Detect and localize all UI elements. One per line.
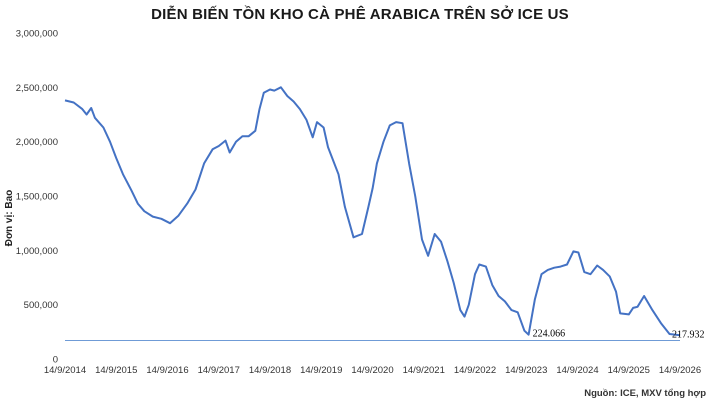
x-tick-label: 14/9/2023 <box>505 365 547 376</box>
y-axis-ticks: 3,000,000 2,500,000 2,000,000 1,500,000 1,00… <box>16 29 58 366</box>
x-tick-label: 14/9/2022 <box>454 365 496 376</box>
x-tick-label: 14/9/2016 <box>146 365 188 376</box>
x-axis-ticks: 14/9/2014 14/9/2015 14/9/2016 14/9/2017 14/9… <box>44 365 701 376</box>
y-tick-label: 0 <box>53 355 58 366</box>
y-tick-label: 2,500,000 <box>16 83 58 94</box>
y-tick-label: 2,000,000 <box>16 137 58 148</box>
x-tick-label: 14/9/2017 <box>198 365 240 376</box>
x-tick-label: 14/9/2021 <box>403 365 445 376</box>
source-note: Nguồn: ICE, MXV tổng hợp <box>584 388 706 399</box>
y-tick-label: 3,000,000 <box>16 29 58 40</box>
chart-title: DIỄN BIẾN TỒN KHO CÀ PHÊ ARABICA TRÊN SỞ… <box>151 6 569 23</box>
x-tick-label: 14/9/2014 <box>44 365 86 376</box>
y-axis-label: Đơn vị: Bao <box>4 190 15 247</box>
x-tick-label: 14/9/2024 <box>556 365 598 376</box>
x-tick-label: 14/9/2019 <box>300 365 342 376</box>
x-tick-label: 14/9/2018 <box>249 365 291 376</box>
y-tick-label: 1,000,000 <box>16 246 58 257</box>
y-tick-label: 1,500,000 <box>16 192 58 203</box>
data-label: 224.066 <box>533 329 566 340</box>
y-tick-label: 500,000 <box>24 300 58 311</box>
x-tick-label: 14/9/2026 <box>659 365 701 376</box>
series-line <box>64 86 681 337</box>
annotations: 224.066 217.932 <box>533 329 705 341</box>
data-label: 217.932 <box>672 329 705 340</box>
x-tick-label: 14/9/2025 <box>608 365 650 376</box>
x-tick-label: 14/9/2020 <box>351 365 393 376</box>
x-tick-label: 14/9/2015 <box>95 365 137 376</box>
